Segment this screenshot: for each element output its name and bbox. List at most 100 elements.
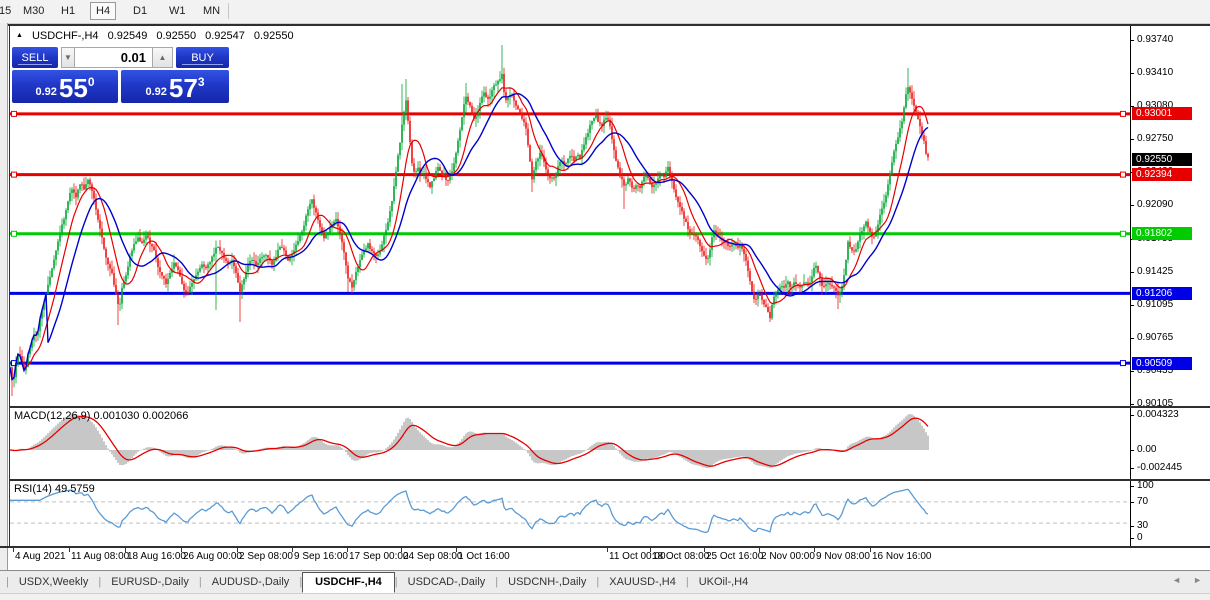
candle-body <box>835 287 837 291</box>
timeframe-button-mn[interactable]: MN <box>203 5 221 17</box>
candle-body <box>883 202 885 209</box>
price-tick <box>1130 205 1134 206</box>
tab-scroll-left-icon[interactable]: ◄ <box>1172 575 1182 585</box>
macd-bar <box>797 450 799 454</box>
candle-body <box>817 265 819 273</box>
macd-bar <box>381 450 383 452</box>
macd-bar <box>49 431 51 450</box>
sell-price-big-digits: 55 <box>58 73 88 103</box>
sell-button[interactable]: SELL <box>12 47 58 68</box>
level-handle <box>1120 230 1126 237</box>
tab-audusd-daily[interactable]: AUDUSD-,Daily <box>211 576 290 588</box>
candle-body <box>457 140 459 153</box>
candle-body <box>623 179 625 186</box>
timeframe-button-h1[interactable]: H1 <box>61 5 76 17</box>
timeframe-button-m30[interactable]: M30 <box>23 5 45 17</box>
macd-bar <box>117 450 119 463</box>
candle-body <box>517 105 519 110</box>
candle-body <box>907 87 909 95</box>
macd-bar <box>897 423 899 450</box>
macd-bar <box>205 450 207 452</box>
macd-bar <box>927 435 929 450</box>
macd-bar <box>347 450 349 455</box>
candle-body <box>575 156 577 162</box>
macd-bar <box>539 450 541 464</box>
level-handle <box>1120 110 1126 117</box>
candle-body <box>621 176 623 180</box>
price-tick-label: 0.92090 <box>1137 199 1174 210</box>
tab-usdcnh-daily[interactable]: USDCNH-,Daily <box>508 576 587 588</box>
timeframe-button-w1[interactable]: W1 <box>169 5 186 17</box>
candle-body <box>27 354 29 367</box>
macd-bar <box>893 427 895 450</box>
buy-price-prefix: 0.92 <box>145 86 167 98</box>
macd-bar <box>51 429 53 450</box>
candle-body <box>441 170 443 176</box>
candle-body <box>579 154 581 159</box>
buy-price-panel[interactable]: 0.92 57 3 <box>121 70 229 103</box>
timeframe-button-15[interactable]: 15 <box>0 5 12 17</box>
macd-bar <box>703 450 705 468</box>
rsi-indicator-chart[interactable] <box>10 481 1130 546</box>
macd-bar <box>725 450 727 459</box>
macd-bar <box>71 413 73 450</box>
candle-body <box>463 104 465 118</box>
candle-body <box>581 150 583 159</box>
timeframe-button-d1[interactable]: D1 <box>133 5 148 17</box>
candlestick-chart[interactable] <box>10 26 1130 406</box>
macd-indicator-chart[interactable] <box>10 408 1130 479</box>
candle-body <box>327 232 329 236</box>
macd-signal-line <box>10 415 929 467</box>
main-macd-separator[interactable] <box>10 406 1210 408</box>
volume-increase-button[interactable]: ▲ <box>152 47 173 68</box>
macd-bar <box>477 433 479 450</box>
candle-body <box>495 84 497 86</box>
macd-bar <box>653 450 655 459</box>
macd-bar <box>639 450 641 462</box>
tab-xauusd-h4[interactable]: XAUUSD-,H4 <box>609 576 676 588</box>
volume-input[interactable]: 0.01 <box>75 47 152 68</box>
macd-bar <box>651 450 653 459</box>
candle-body <box>921 126 923 136</box>
candle-body <box>123 281 125 288</box>
candle-body <box>13 377 15 380</box>
tab-usdx-weekly[interactable]: USDX,Weekly <box>18 576 89 588</box>
tab-usdcad-daily[interactable]: USDCAD-,Daily <box>407 576 486 588</box>
macd-bar <box>259 449 261 450</box>
volume-decrease-button[interactable]: ▼ <box>61 47 75 68</box>
ma-fast-line <box>10 87 929 381</box>
macd-bar <box>455 445 457 450</box>
macd-bar <box>375 450 377 453</box>
candle-body <box>555 173 557 178</box>
tab-eurusd-daily[interactable]: EURUSD-,Daily <box>111 576 189 588</box>
macd-bar <box>389 444 391 450</box>
buy-button[interactable]: BUY <box>176 47 229 68</box>
price-tick <box>1130 271 1134 273</box>
date-tick-label: 16 Nov 16:00 <box>872 551 932 562</box>
macd-bar <box>625 450 627 460</box>
sell-price-panel[interactable]: 0.92 55 0 <box>12 70 118 103</box>
macd-bar <box>255 449 257 451</box>
macd-bar <box>847 446 849 450</box>
tab-scroll-right-icon[interactable]: ► <box>1193 575 1202 585</box>
macd-rsi-separator[interactable] <box>10 479 1210 481</box>
timeframe-button-h4[interactable]: H4 <box>90 2 117 20</box>
macd-bar <box>125 450 127 464</box>
macd-bar <box>601 442 603 450</box>
candle-body <box>859 233 861 242</box>
candle-body <box>645 176 647 178</box>
candle-body <box>115 284 117 295</box>
candle-body <box>419 167 421 174</box>
date-tick <box>347 548 348 552</box>
macd-bar <box>321 440 323 450</box>
macd-bar <box>149 447 151 450</box>
macd-bar <box>343 449 345 451</box>
candle-body <box>111 268 113 274</box>
tab-usdchf-h4[interactable]: USDCHF-,H4 <box>302 572 395 593</box>
macd-bar <box>425 438 427 450</box>
candle-body <box>397 155 399 172</box>
tab-ukoil-h4[interactable]: UKOil-,H4 <box>698 576 749 588</box>
macd-bar <box>697 450 699 466</box>
candle-body <box>197 271 199 276</box>
candle-body <box>651 183 653 188</box>
